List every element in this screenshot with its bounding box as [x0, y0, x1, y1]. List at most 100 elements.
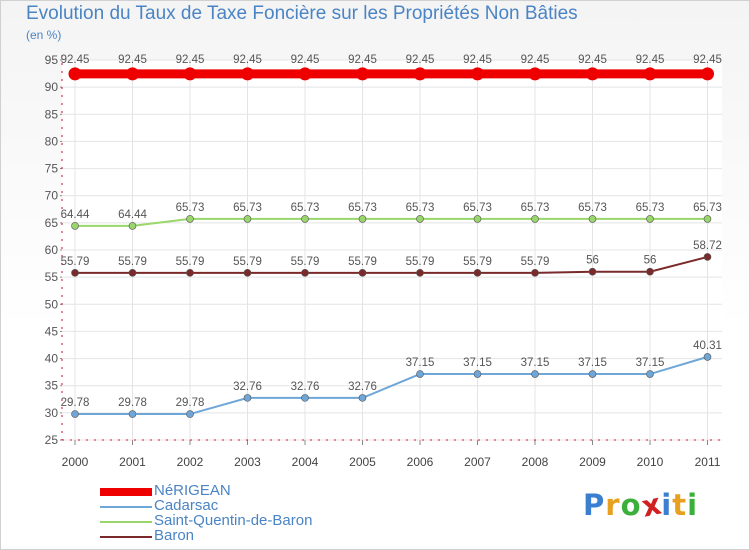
data-label: 92.45 [233, 54, 262, 66]
data-point [358, 394, 367, 402]
data-label: 37.15 [521, 357, 550, 369]
data-label: 55.79 [463, 256, 492, 268]
data-label: 92.45 [636, 54, 665, 66]
data-label: 29.78 [61, 397, 90, 409]
data-label: 92.45 [291, 54, 320, 66]
series-line [75, 217, 708, 227]
logo-letter: i [687, 488, 699, 522]
data-label: 32.76 [348, 381, 377, 393]
data-point [301, 269, 309, 277]
data-point [701, 67, 714, 81]
data-point [531, 269, 539, 277]
logo-letter: o [620, 488, 642, 522]
data-point [301, 394, 309, 402]
chart-title: Evolution du Taux de Taxe Foncière sur l… [26, 3, 578, 24]
data-point [416, 269, 424, 277]
data-label: 65.73 [578, 202, 607, 214]
data-point [68, 67, 82, 81]
data-label: 55.79 [61, 256, 90, 268]
data-point [646, 215, 654, 223]
x-tick-label: 2011 [695, 455, 721, 469]
series-line [75, 355, 708, 416]
x-tick-label: 2000 [62, 455, 89, 469]
data-label: 55.79 [406, 256, 435, 268]
data-point [128, 269, 137, 277]
data-point [703, 253, 712, 261]
data-label: 65.73 [233, 202, 262, 214]
logo-letter: t [672, 488, 688, 522]
data-point [243, 269, 252, 277]
data-point [298, 67, 312, 81]
data-label: 37.15 [636, 357, 665, 369]
data-label: 55.79 [348, 256, 377, 268]
data-point [186, 269, 194, 277]
y-tick-label: 25 [45, 433, 59, 447]
data-point [241, 67, 254, 81]
y-tick-label: 30 [45, 406, 59, 420]
x-tick-label: 2009 [579, 455, 606, 469]
data-point [301, 215, 309, 223]
y-tick-label: 40 [45, 352, 59, 366]
data-label: 56 [644, 255, 657, 267]
data-label: 37.15 [578, 357, 607, 369]
data-point [183, 67, 197, 81]
data-point [71, 269, 79, 277]
y-tick-label: 50 [45, 297, 59, 311]
data-label: 55.79 [176, 256, 205, 268]
y-tick-label: 85 [45, 107, 59, 121]
data-label: 32.76 [233, 381, 262, 393]
data-label: 65.73 [693, 202, 722, 214]
data-point [473, 370, 482, 378]
data-point [126, 67, 139, 81]
data-label: 65.73 [176, 202, 205, 214]
data-label: 55.79 [233, 256, 262, 268]
data-point [528, 67, 542, 81]
data-point [186, 215, 194, 223]
data-point [588, 370, 597, 378]
x-tick-label: 2004 [292, 455, 319, 469]
data-label: 65.73 [348, 202, 377, 214]
proxiti-logo: Proxiti [583, 486, 699, 523]
data-point [358, 269, 367, 277]
data-label: 58.72 [693, 240, 722, 252]
data-label: 29.78 [118, 397, 147, 409]
y-tick-label: 55 [45, 270, 59, 284]
data-point [703, 353, 712, 361]
x-tick-label: 2010 [637, 455, 664, 469]
data-label: 64.44 [61, 209, 90, 221]
y-tick-label: 95 [45, 53, 59, 67]
data-label: 92.45 [693, 54, 722, 66]
data-label: 55.79 [291, 256, 320, 268]
data-label: 64.44 [118, 209, 147, 221]
data-label: 56 [586, 255, 599, 267]
data-point [531, 215, 539, 223]
logo-letter: P [583, 488, 606, 522]
data-point [186, 410, 194, 418]
data-label: 92.45 [348, 54, 377, 66]
data-point [588, 215, 597, 223]
y-axis-unit: (en %) [26, 28, 62, 42]
data-label: 92.45 [578, 54, 607, 66]
data-label: 65.73 [636, 202, 665, 214]
y-tick-label: 60 [45, 243, 59, 257]
data-label: 92.45 [463, 54, 492, 66]
data-label: 29.78 [176, 397, 205, 409]
data-label: 92.45 [176, 54, 205, 66]
data-label: 65.73 [406, 202, 435, 214]
y-tick-label: 75 [45, 162, 59, 176]
data-point [531, 370, 539, 378]
data-point [358, 215, 367, 223]
x-tick-label: 2002 [177, 455, 204, 469]
data-point [473, 215, 482, 223]
y-tick-label: 35 [45, 379, 59, 393]
data-label: 65.73 [521, 202, 550, 214]
x-tick-label: 2008 [522, 455, 549, 469]
data-point [471, 67, 484, 81]
data-point [588, 267, 597, 276]
logo-letter: r [605, 488, 621, 522]
data-label: 32.76 [291, 381, 320, 393]
data-point [413, 67, 427, 81]
data-point [703, 215, 712, 223]
legend-swatch [100, 521, 152, 523]
